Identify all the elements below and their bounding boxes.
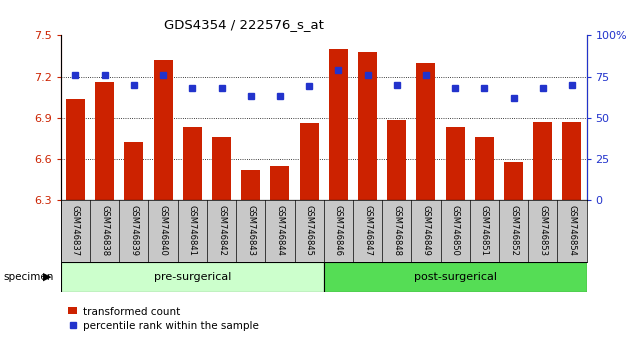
Bar <box>271 166 289 200</box>
Text: pre-surgerical: pre-surgerical <box>154 272 231 282</box>
Bar <box>69 307 76 314</box>
Text: transformed count: transformed count <box>83 307 181 316</box>
Text: GSM746843: GSM746843 <box>246 205 255 256</box>
Bar <box>533 122 552 200</box>
Bar <box>387 120 406 200</box>
Bar <box>154 60 172 200</box>
Bar <box>417 63 435 200</box>
Bar <box>183 127 202 200</box>
Text: percentile rank within the sample: percentile rank within the sample <box>83 321 259 331</box>
Bar <box>124 142 144 200</box>
Bar <box>358 52 377 200</box>
Text: GSM746852: GSM746852 <box>509 205 518 256</box>
Text: GSM746848: GSM746848 <box>392 205 401 256</box>
Text: GSM746851: GSM746851 <box>480 205 489 256</box>
Text: GSM746838: GSM746838 <box>100 205 109 256</box>
Bar <box>212 137 231 200</box>
Text: GSM746854: GSM746854 <box>567 205 576 256</box>
FancyBboxPatch shape <box>61 262 324 292</box>
Bar <box>329 49 348 200</box>
Bar <box>96 82 114 200</box>
Bar <box>504 161 523 200</box>
Text: GSM746841: GSM746841 <box>188 205 197 256</box>
Text: GSM746847: GSM746847 <box>363 205 372 256</box>
Text: ▶: ▶ <box>42 272 51 282</box>
Text: GSM746840: GSM746840 <box>158 205 167 256</box>
Bar <box>475 137 494 200</box>
Bar <box>66 98 85 200</box>
Bar <box>445 127 465 200</box>
Text: GSM746844: GSM746844 <box>276 205 285 256</box>
Text: GSM746842: GSM746842 <box>217 205 226 256</box>
Text: GSM746846: GSM746846 <box>334 205 343 256</box>
Text: post-surgerical: post-surgerical <box>413 272 497 282</box>
Text: GSM746850: GSM746850 <box>451 205 460 256</box>
Bar <box>241 170 260 200</box>
Text: specimen: specimen <box>3 272 54 282</box>
Bar <box>562 122 581 200</box>
Text: GSM746853: GSM746853 <box>538 205 547 256</box>
Bar <box>299 123 319 200</box>
Text: GSM746839: GSM746839 <box>129 205 138 256</box>
Text: GSM746849: GSM746849 <box>421 205 430 256</box>
Text: GDS4354 / 222576_s_at: GDS4354 / 222576_s_at <box>163 18 324 31</box>
FancyBboxPatch shape <box>324 262 587 292</box>
Text: GSM746845: GSM746845 <box>304 205 313 256</box>
Text: GSM746837: GSM746837 <box>71 205 80 256</box>
